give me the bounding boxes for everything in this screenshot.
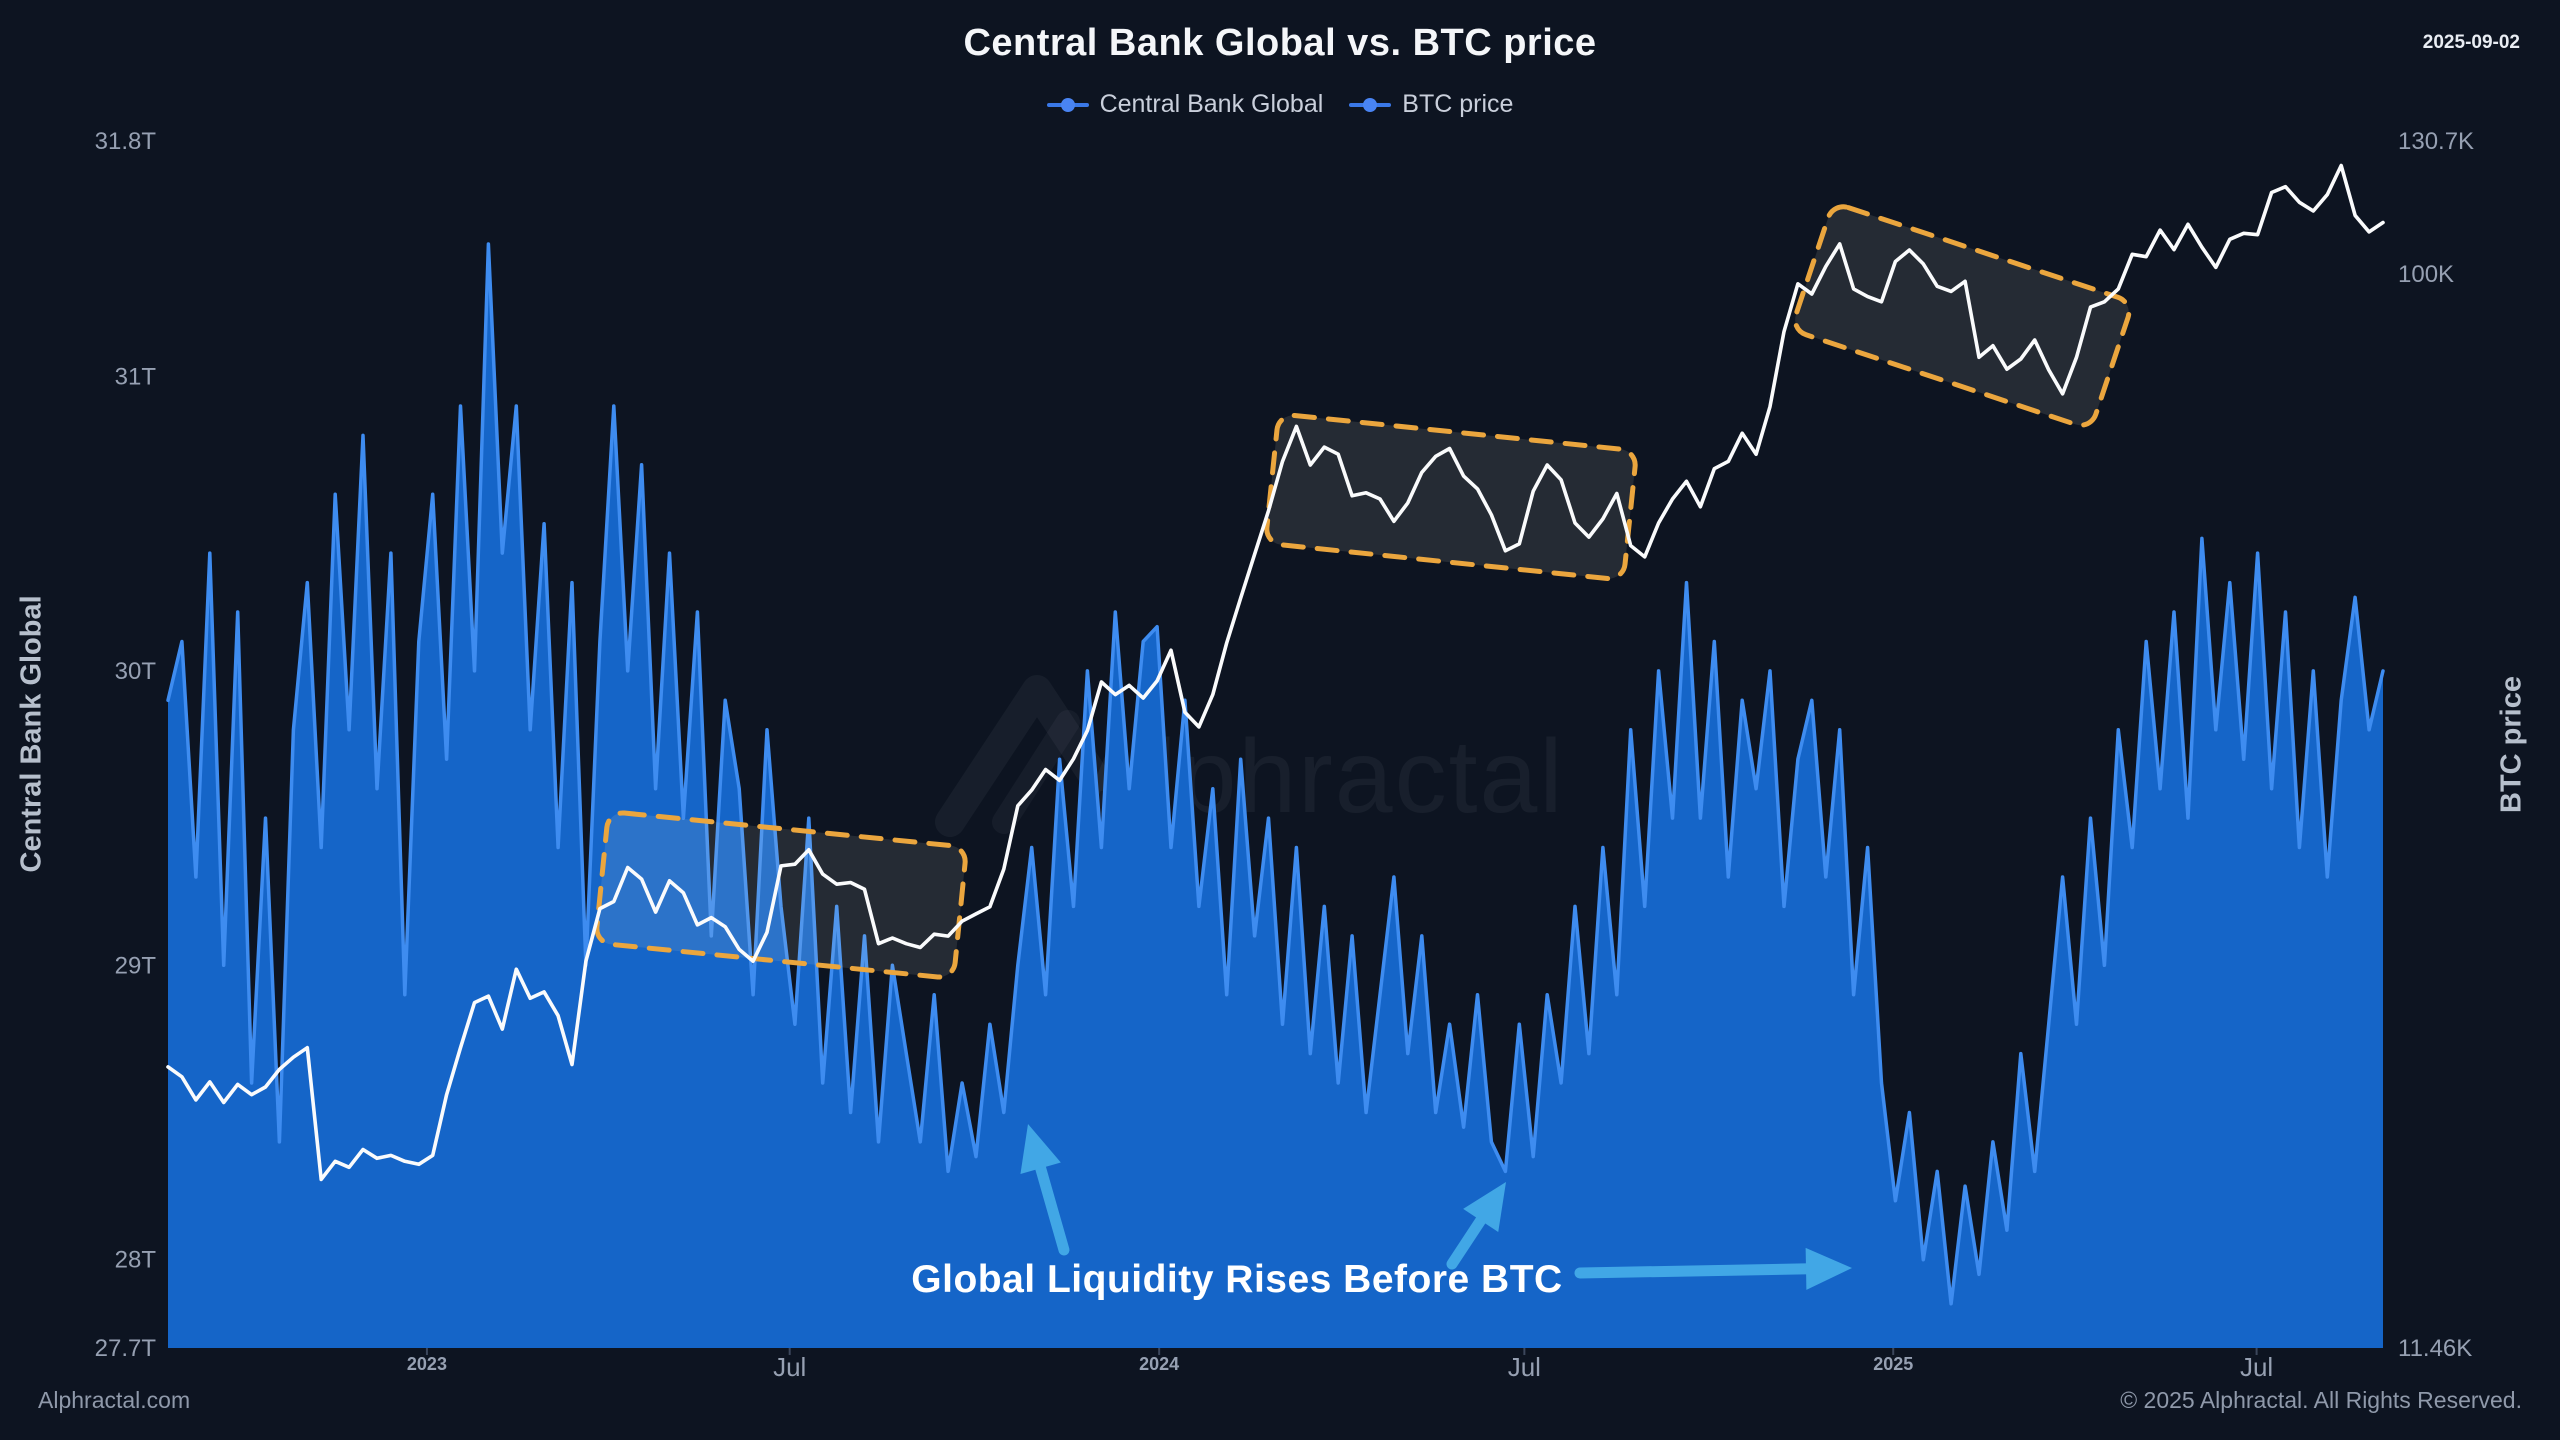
footer-site-link[interactable]: Alphractal.com bbox=[38, 1387, 191, 1413]
legend-item-central-bank-global[interactable]: Central Bank Global bbox=[1046, 90, 1324, 119]
x-tick-label: 2023 bbox=[407, 1354, 447, 1374]
x-tick-label: Jul bbox=[773, 1352, 806, 1382]
x-tick-label: Jul bbox=[2240, 1352, 2273, 1382]
y-right-tick-label: 130.7K bbox=[2398, 128, 2474, 155]
y-left-tick-label: 30T bbox=[115, 658, 157, 685]
legend-marker-icon bbox=[1349, 97, 1392, 112]
date-stamp: 2025-09-02 bbox=[2422, 32, 2520, 53]
x-tick-label: 2024 bbox=[1139, 1354, 1179, 1374]
highlight-box bbox=[1264, 412, 1638, 582]
legend-marker-icon bbox=[1046, 97, 1089, 112]
highlight-box bbox=[1792, 204, 2132, 428]
chart-title: Central Bank Global vs. BTC price bbox=[963, 22, 1597, 64]
annotation-text: Global Liquidity Rises Before BTC bbox=[911, 1258, 1563, 1301]
y-left-tick-label: 27.7T bbox=[95, 1335, 157, 1362]
y-axis-title-left: Central Bank Global bbox=[15, 595, 48, 873]
y-right-tick-label: 100K bbox=[2398, 261, 2454, 288]
legend-item-btc-price[interactable]: BTC price bbox=[1349, 90, 1513, 119]
y-left-tick-label: 29T bbox=[115, 952, 157, 979]
btc-line bbox=[166, 163, 2385, 1182]
annotation-arrowhead-icon bbox=[1020, 1124, 1061, 1174]
x-tick-label: 2025 bbox=[1873, 1354, 1913, 1374]
footer-copyright: © 2025 Alphractal. All Rights Reserved. bbox=[2120, 1387, 2522, 1413]
legend-dot-icon bbox=[1363, 97, 1378, 112]
legend: Central Bank Global BTC price bbox=[0, 90, 2560, 119]
liquidity-area bbox=[168, 244, 2383, 1348]
legend-label: BTC price bbox=[1402, 90, 1514, 118]
annotation-arrowhead-icon bbox=[1463, 1182, 1506, 1232]
annotation-arrow bbox=[1446, 1211, 1489, 1270]
y-right-tick-label: 11.46K bbox=[2398, 1335, 2472, 1362]
liquidity-area-edge bbox=[166, 242, 2385, 1306]
y-left-tick-label: 28T bbox=[115, 1247, 157, 1274]
highlight-box bbox=[594, 810, 968, 980]
legend-dot-icon bbox=[1060, 97, 1075, 112]
annotation-arrow bbox=[1034, 1158, 1070, 1256]
y-left-tick-label: 31T bbox=[115, 364, 157, 391]
annotation-arrow bbox=[1574, 1263, 1816, 1279]
x-tick-label: Jul bbox=[1508, 1352, 1541, 1382]
y-axis-title-right: BTC price bbox=[2495, 676, 2528, 813]
y-left-tick-label: 31.8T bbox=[95, 128, 157, 155]
watermark-logo-icon bbox=[992, 710, 1080, 834]
legend-label: Central Bank Global bbox=[1099, 90, 1324, 118]
annotation-arrowhead-icon bbox=[1805, 1247, 1852, 1290]
